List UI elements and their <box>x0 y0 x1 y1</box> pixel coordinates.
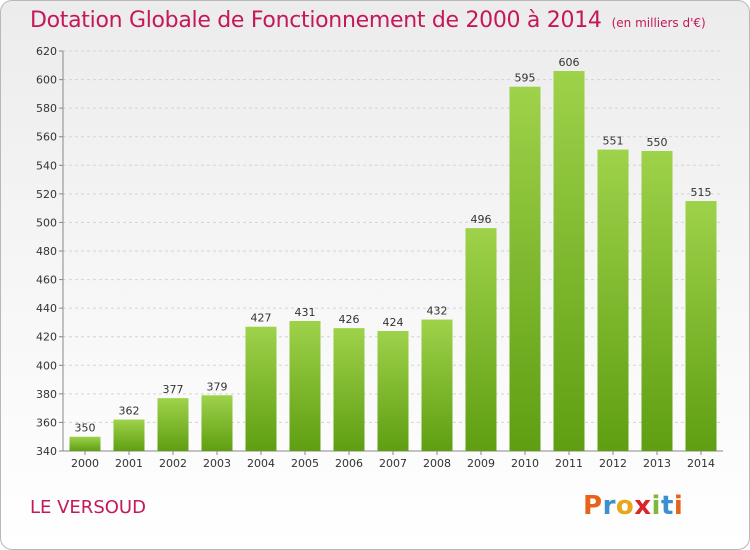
unit-label: (en milliers d'€) <box>611 16 706 30</box>
value-label: 426 <box>339 313 360 326</box>
bar-2013 <box>641 151 673 451</box>
logo-letter: t <box>660 491 674 521</box>
y-tick-label: 440 <box>36 302 57 315</box>
logo-letter: P <box>583 491 603 521</box>
bar-2007 <box>377 331 409 451</box>
y-tick-label: 580 <box>36 102 57 115</box>
bar-2011 <box>553 71 585 451</box>
x-tick-label: 2013 <box>643 457 671 470</box>
value-label: 362 <box>119 405 140 418</box>
x-tick-label: 2000 <box>71 457 99 470</box>
value-label: 432 <box>427 305 448 318</box>
y-tick-label: 400 <box>36 359 57 372</box>
proxiti-logo[interactable]: Proxiti <box>583 491 683 521</box>
x-tick-label: 2002 <box>159 457 187 470</box>
value-label: 431 <box>295 306 316 319</box>
y-tick-label: 600 <box>36 74 57 87</box>
logo-letter: i <box>673 491 684 521</box>
logo-letter: r <box>602 491 616 521</box>
y-tick-label: 360 <box>36 416 57 429</box>
logo-letter: x <box>634 491 652 521</box>
logo-letter: i <box>651 491 661 521</box>
commune-name: LE VERSOUD <box>30 497 146 518</box>
y-tick-label: 620 <box>36 45 57 58</box>
x-tick-label: 2011 <box>555 457 583 470</box>
x-tick-label: 2014 <box>687 457 715 470</box>
value-label: 550 <box>647 136 668 149</box>
value-label: 424 <box>383 316 404 329</box>
bar-2004 <box>245 326 277 451</box>
value-label: 427 <box>251 312 272 325</box>
value-label: 606 <box>559 56 580 69</box>
y-tick-label: 380 <box>36 388 57 401</box>
bar-2000 <box>69 436 101 451</box>
value-label: 551 <box>603 135 624 148</box>
value-label: 350 <box>75 422 96 435</box>
bar-2010 <box>509 86 541 451</box>
x-tick-label: 2001 <box>115 457 143 470</box>
bar-2006 <box>333 328 365 451</box>
y-tick-label: 420 <box>36 331 57 344</box>
value-label: 496 <box>471 213 492 226</box>
y-tick-label: 540 <box>36 159 57 172</box>
value-label: 595 <box>515 72 536 85</box>
x-tick-label: 2012 <box>599 457 627 470</box>
x-tick-label: 2007 <box>379 457 407 470</box>
chart-title-text: Dotation Globale de Fonctionnement de 20… <box>30 8 602 33</box>
bar-2014 <box>685 201 717 451</box>
bar-2009 <box>465 228 497 451</box>
x-tick-label: 2010 <box>511 457 539 470</box>
bar-2005 <box>289 321 321 451</box>
logo-letter: o <box>615 491 635 521</box>
y-tick-label: 560 <box>36 131 57 144</box>
y-tick-label: 480 <box>36 245 57 258</box>
x-tick-label: 2003 <box>203 457 231 470</box>
bar-2002 <box>157 398 189 451</box>
x-tick-label: 2006 <box>335 457 363 470</box>
value-label: 515 <box>691 186 712 199</box>
label-layer: 350 362 377 379 427 431 426 424 432 496 595 606 551 5… <box>75 56 712 435</box>
y-tick-label: 520 <box>36 188 57 201</box>
y-tick-label: 340 <box>36 445 57 458</box>
bar-layer <box>69 71 717 452</box>
value-label: 377 <box>163 383 184 396</box>
bar-2008 <box>421 319 453 451</box>
bar-2001 <box>113 419 145 451</box>
y-tick-label: 460 <box>36 274 57 287</box>
x-tick-label: 2004 <box>247 457 275 470</box>
bar-2003 <box>201 395 233 451</box>
x-tick-label: 2008 <box>423 457 451 470</box>
y-tick-label: 500 <box>36 216 57 229</box>
x-tick-label: 2009 <box>467 457 495 470</box>
x-tick-label: 2005 <box>291 457 319 470</box>
value-label: 379 <box>207 380 228 393</box>
bar-2012 <box>597 149 629 452</box>
chart-title: Dotation Globale de Fonctionnement de 20… <box>30 8 706 33</box>
